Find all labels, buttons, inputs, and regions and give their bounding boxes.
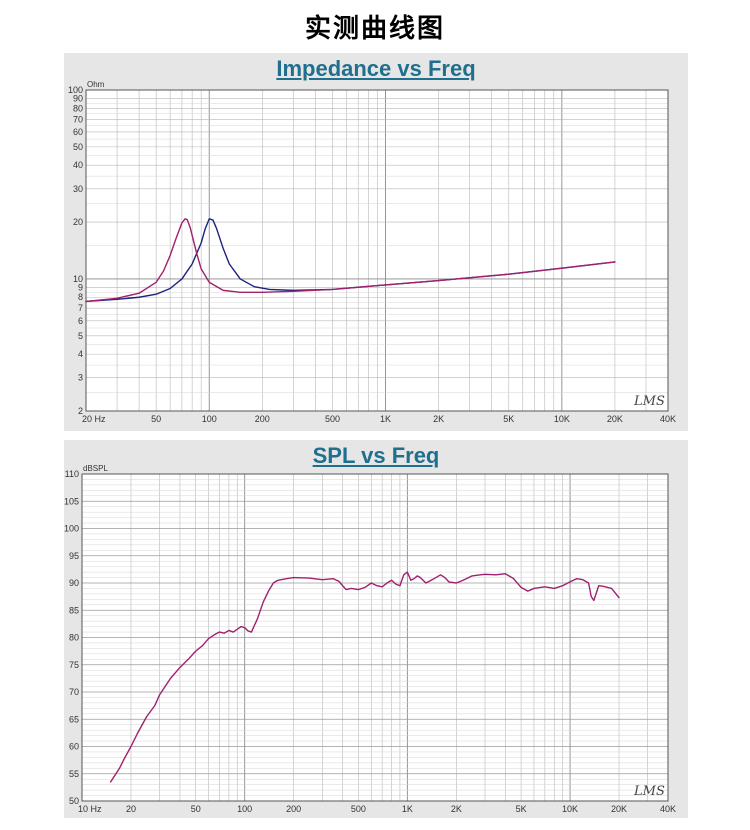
y-tick-label: 110 (65, 469, 79, 479)
plot-frame (81, 473, 669, 802)
spl-chart: dBSPL 50 55 60 65 70 75 80 85 90 95 100 105 110 10 Hz 2… (64, 464, 676, 814)
y-tick-label: 3 (78, 373, 83, 383)
grid-lines (81, 473, 669, 802)
y-tick-label: 40 (73, 160, 83, 170)
x-tick-label: 20 (126, 804, 136, 814)
series-line-1 (109, 571, 620, 783)
y-tick-label: 55 (69, 769, 79, 779)
impedance-chart-title: Impedance vs Freq (276, 56, 476, 81)
y-tick-label: 75 (69, 660, 79, 670)
x-tick-label: 50 (191, 804, 201, 814)
y-tick-label: 95 (69, 551, 79, 561)
y-tick-label: 10 (73, 274, 83, 284)
y-tick-label: 90 (69, 578, 79, 588)
y-tick-label: 100 (68, 85, 83, 95)
y-tick-label: 5 (78, 331, 83, 341)
x-tick-label: 500 (351, 804, 366, 814)
y-tick-label: 65 (69, 714, 79, 724)
plot-area (86, 90, 668, 411)
y-tick-label: 8 (78, 292, 83, 302)
y-tick-label: 85 (69, 605, 79, 615)
y-tick-label: 80 (73, 103, 83, 113)
y-tick-label: 9 (78, 283, 83, 293)
lms-logo: LMS (633, 784, 665, 799)
x-tick-label: 5K (503, 414, 514, 424)
x-tick-label: 200 (286, 804, 301, 814)
x-tick-label: 1K (380, 414, 391, 424)
grid-lines (85, 89, 669, 412)
y-axis-label: Ohm (87, 80, 105, 89)
y-tick-label: 50 (73, 142, 83, 152)
y-tick-label: 7 (78, 303, 83, 313)
spl-chart-panel: SPL vs Freq dBSPL 50 55 60 65 70 75 80 85 90 95 100… (64, 440, 688, 818)
y-tick-label: 2 (78, 406, 83, 416)
x-tick-label: 10K (562, 804, 578, 814)
x-tick-label: 500 (325, 414, 340, 424)
x-tick-label: 10 Hz (78, 804, 102, 814)
y-tick-label: 70 (69, 687, 79, 697)
x-tick-label: 100 (237, 804, 252, 814)
x-tick-label: 2K (451, 804, 462, 814)
x-tick-label: 20 Hz (82, 414, 106, 424)
x-tick-label: 20K (607, 414, 623, 424)
y-tick-label: 6 (78, 316, 83, 326)
y-tick-label: 30 (73, 184, 83, 194)
impedance-chart-panel: Impedance vs Freq Ohm 2 3 4 5 6 7 8 9 10 20 30 40 50 6… (64, 53, 688, 431)
y-tick-label: 70 (73, 114, 83, 124)
spl-chart-title: SPL vs Freq (312, 443, 440, 468)
series-line-2 (85, 218, 616, 303)
y-tick-label: 4 (78, 349, 83, 359)
y-tick-label: 105 (64, 496, 79, 506)
x-tick-label: 5K (516, 804, 527, 814)
y-axis-label: dBSPL (83, 464, 108, 473)
x-tick-label: 20K (611, 804, 627, 814)
page-title: 实测曲线图 (304, 14, 445, 44)
x-tick-label: 10K (554, 414, 570, 424)
y-tick-label: 50 (69, 796, 79, 806)
y-tick-label: 60 (69, 742, 79, 752)
x-tick-label: 200 (255, 414, 270, 424)
y-tick-label: 20 (73, 217, 83, 227)
x-tick-label: 1K (402, 804, 413, 814)
x-tick-label: 2K (433, 414, 444, 424)
y-tick-label: 100 (64, 524, 79, 534)
y-tick-label: 60 (73, 127, 83, 137)
x-tick-label: 50 (151, 414, 161, 424)
x-tick-label: 40K (660, 414, 676, 424)
x-tick-label: 100 (202, 414, 217, 424)
plot-frame (85, 89, 669, 412)
x-tick-label: 40K (660, 804, 676, 814)
y-tick-label: 80 (69, 633, 79, 643)
lms-logo: LMS (633, 394, 665, 409)
y-tick-label: 90 (73, 94, 83, 104)
